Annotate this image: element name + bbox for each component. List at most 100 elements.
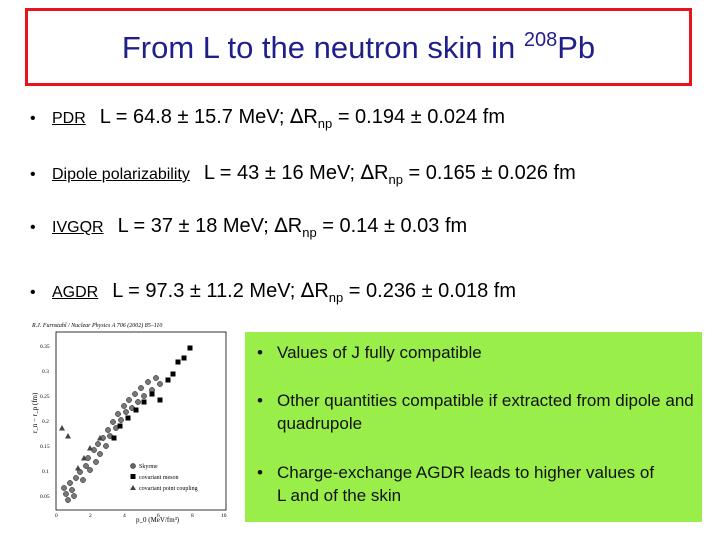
covariant-meson-marker	[149, 391, 155, 397]
skyrme-marker	[115, 411, 121, 417]
skyrme-marker	[87, 467, 93, 473]
skyrme-marker	[80, 477, 86, 483]
np-subscript: np	[328, 290, 344, 305]
bullet-dot: •	[257, 391, 263, 410]
bullet-label: AGDR	[52, 284, 99, 301]
bullet-dot: •	[257, 343, 263, 362]
covariant-meson-marker	[141, 399, 147, 405]
covariant-meson-marker	[165, 377, 171, 383]
x-tick-label: 6	[157, 513, 160, 519]
skyrme-marker	[71, 493, 77, 499]
l-value: L = 37 ± 18 MeV;	[117, 215, 275, 237]
skyrme-marker	[135, 399, 141, 405]
title-box: From L to the neutron skin in 208Pb	[25, 8, 692, 86]
skyrme-marker	[69, 487, 75, 493]
skyrme-marker	[73, 475, 79, 481]
bullet-dot: •	[30, 166, 36, 183]
skyrme-marker	[105, 427, 111, 433]
r-symbol: R	[287, 215, 303, 237]
rnp-value: = 0.165 ± 0.026 fm	[402, 162, 576, 184]
x-tick-label: 8	[191, 513, 194, 519]
legend-skyrme-marker	[130, 463, 136, 469]
covariant-point-coupling-marker	[97, 435, 103, 441]
legend-covariant-point-coupling: covariant point coupling	[139, 486, 198, 492]
covariant-meson-marker	[187, 345, 193, 351]
slide-title: From L to the neutron skin in 208Pb	[122, 29, 595, 66]
bullet-label: IVGQR	[52, 219, 104, 236]
skyrme-marker	[61, 485, 67, 491]
skyrme-marker	[132, 391, 138, 397]
skyrme-marker	[121, 403, 127, 409]
title-text: From L to the neutron skin in	[121, 29, 524, 65]
r-symbol: R	[303, 106, 318, 128]
y-tick-label: 0.3	[42, 369, 49, 375]
skyrme-marker	[97, 451, 103, 457]
title-element: Pb	[557, 29, 596, 65]
covariant-meson-marker	[175, 359, 181, 365]
r-symbol: R	[374, 162, 389, 184]
skyrme-marker	[95, 441, 101, 447]
delta-symbol: ∆	[300, 278, 315, 302]
bullet-label: Dipole polarizability	[52, 166, 190, 183]
note-text: Values of J fully compatible	[277, 343, 482, 362]
x-tick-label: 4	[123, 513, 126, 519]
skyrme-marker	[118, 417, 124, 423]
covariant-point-coupling-marker	[59, 425, 65, 431]
bullet-dot: •	[257, 463, 263, 482]
scatter-figure: R.J. Furnstahl / Nuclear Physics A 706 (…	[28, 318, 233, 524]
covariant-point-coupling-marker	[81, 455, 87, 461]
delta-symbol: ∆	[360, 160, 375, 184]
legend-point-coupling-marker	[130, 485, 136, 490]
title-superscript: 208	[523, 28, 558, 51]
x-tick-label: 0	[55, 513, 58, 519]
covariant-meson-marker	[170, 371, 176, 377]
bullet-ivgqr: • IVGQR L = 37 ± 18 MeV; ∆Rnp = 0.14 ± 0.0…	[30, 213, 467, 240]
l-value: L = 43 ± 16 MeV;	[203, 162, 361, 184]
skyrme-marker	[67, 480, 73, 486]
y-tick-label: 0.35	[40, 344, 50, 350]
note-text: Other quantities compatible if extracted…	[277, 391, 694, 433]
figure-svg: R.J. Furnstahl / Nuclear Physics A 706 (…	[31, 322, 227, 524]
bullet-pdr: • PDR L = 64.8 ± 15.7 MeV; ∆Rnp = 0.194 ± …	[30, 104, 505, 131]
skyrme-marker	[153, 375, 159, 381]
y-axis-label: r_n − r_p (fm)	[31, 392, 39, 433]
skyrme-marker	[63, 491, 69, 497]
bullet-dot: •	[30, 110, 36, 127]
covariant-point-coupling-marker	[75, 465, 81, 471]
skyrme-marker	[103, 443, 109, 449]
skyrme-marker	[83, 463, 89, 469]
y-tick-label: 0.25	[40, 394, 50, 400]
note-item: • Other quantities compatible if extracte…	[257, 389, 697, 435]
notes-panel: • Values of J fully compatible • Other qua…	[245, 332, 702, 522]
skyrme-marker	[141, 393, 147, 399]
covariant-meson-marker	[181, 355, 187, 361]
legend-meson-marker	[130, 474, 136, 479]
plot-frame	[55, 331, 227, 511]
x-tick-label: 2	[89, 513, 92, 519]
rnp-value: = 0.236 ± 0.018 fm	[343, 280, 516, 302]
r-symbol: R	[314, 280, 329, 302]
skyrme-marker	[138, 385, 144, 391]
bullet-agdr: • AGDR L = 97.3 ± 11.2 MeV; ∆Rnp = 0.236 ±…	[30, 278, 516, 305]
skyrme-marker	[145, 379, 151, 385]
bullet-dot: •	[30, 284, 36, 301]
bullet-dipole-polarizability: • Dipole polarizability L = 43 ± 16 MeV; ∆…	[30, 160, 576, 187]
y-tick-label: 0.15	[40, 444, 50, 450]
covariant-point-coupling-marker	[65, 433, 71, 439]
skyrme-marker	[157, 381, 163, 387]
np-subscript: np	[317, 116, 333, 131]
y-tick-label: 0.2	[42, 419, 49, 425]
skyrme-marker	[110, 419, 116, 425]
skyrme-marker	[65, 497, 71, 503]
y-tick-label: 0.05	[40, 494, 50, 500]
y-tick-label: 0.1	[42, 469, 49, 475]
x-tick-label: 10	[221, 513, 227, 519]
delta-symbol: ∆	[274, 213, 288, 237]
legend-skyrme: Skyrme	[139, 464, 158, 470]
skyrme-marker	[126, 397, 132, 403]
np-subscript: np	[388, 172, 403, 187]
legend-covariant-meson: covariant meson	[139, 475, 179, 481]
bullet-label: PDR	[52, 110, 86, 127]
note-text: Charge-exchange AGDR leads to higher val…	[277, 463, 655, 505]
covariant-meson-marker	[157, 397, 163, 403]
